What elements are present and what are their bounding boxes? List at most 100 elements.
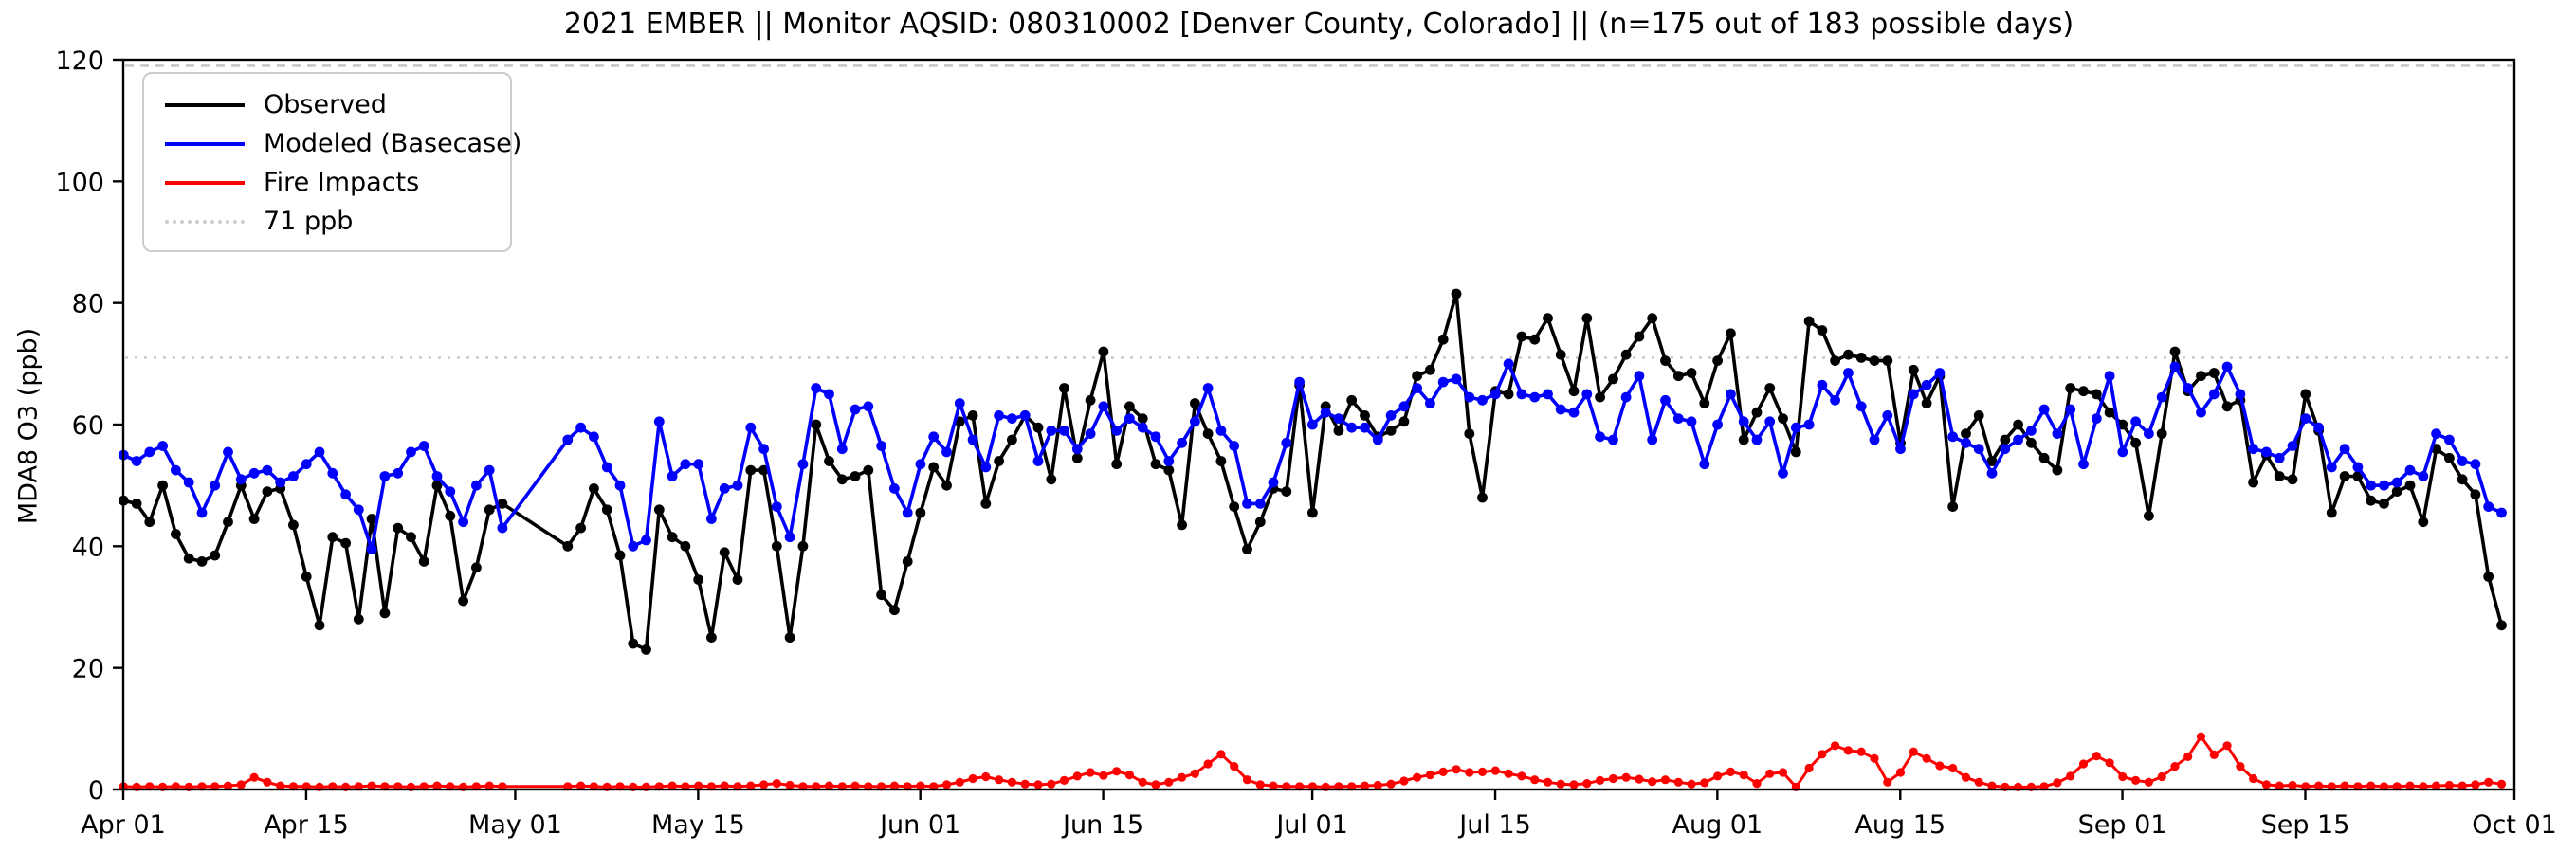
data-point <box>2092 752 2101 761</box>
data-point <box>1190 769 1199 778</box>
data-point <box>1059 775 1069 786</box>
data-point <box>562 540 574 552</box>
data-point <box>340 537 351 549</box>
data-point <box>340 489 351 500</box>
data-point <box>301 572 312 582</box>
data-point <box>1163 464 1175 476</box>
data-point <box>1059 426 1069 436</box>
data-point <box>1895 768 1906 777</box>
data-point <box>263 777 272 787</box>
data-point <box>1986 467 1998 479</box>
data-point <box>1047 779 1056 789</box>
data-point <box>876 441 886 451</box>
data-point <box>144 517 155 528</box>
data-point <box>1973 444 1984 455</box>
data-point <box>693 459 704 470</box>
data-point <box>1464 428 1475 439</box>
data-point <box>889 605 900 616</box>
data-point <box>2066 771 2075 781</box>
data-point <box>1033 780 1043 789</box>
data-point <box>1059 383 1069 393</box>
data-point <box>2091 413 2102 424</box>
legend-item-fire: Fire Impacts <box>144 163 510 202</box>
data-point <box>1803 316 1815 327</box>
data-point <box>1269 781 1278 790</box>
x-tick-label: Sep 01 <box>2078 810 2167 840</box>
data-point <box>2156 391 2167 403</box>
data-point <box>1817 379 1828 390</box>
data-point <box>641 535 651 546</box>
data-point <box>2470 459 2481 470</box>
data-point <box>484 464 495 476</box>
data-point <box>1099 771 1108 780</box>
data-point <box>2248 477 2259 488</box>
data-point <box>210 550 221 561</box>
data-point <box>1882 355 1893 366</box>
observed-line-sample-icon <box>165 102 245 107</box>
data-point <box>2209 750 2219 760</box>
data-point <box>1503 389 1514 400</box>
data-point <box>693 574 704 585</box>
data-point <box>1568 407 1580 418</box>
data-point <box>1215 456 1227 466</box>
legend-label-71ppb: 71 ppb <box>264 207 354 236</box>
data-point <box>1151 780 1160 789</box>
modeled-basecase--line <box>121 362 2504 552</box>
data-point <box>1464 391 1475 403</box>
data-point <box>2013 434 2024 445</box>
data-point <box>784 532 795 543</box>
chart-title: 2021 EMBER || Monitor AQSID: 080310002 [… <box>563 8 2074 41</box>
data-point <box>1425 771 1434 780</box>
data-point <box>1831 741 1840 751</box>
data-point <box>2404 464 2416 476</box>
data-point <box>2105 758 2114 768</box>
x-tick-label: Jun 15 <box>1061 810 1143 840</box>
data-point <box>1425 364 1435 375</box>
data-point <box>2391 486 2402 497</box>
data-point <box>367 781 376 790</box>
data-point <box>1398 416 1410 427</box>
data-point <box>196 556 208 567</box>
data-point <box>1726 767 1735 777</box>
data-point <box>1699 459 1710 470</box>
data-point <box>2261 446 2272 458</box>
data-point <box>2104 371 2115 382</box>
data-point <box>824 456 834 466</box>
data-point <box>850 404 861 415</box>
x-tick-label: Apr 15 <box>264 810 349 840</box>
data-point <box>445 486 456 497</box>
data-point <box>2183 383 2194 393</box>
data-point <box>1569 780 1579 789</box>
data-point <box>2339 444 2350 455</box>
data-point <box>1190 416 1200 427</box>
data-point <box>1790 446 1801 458</box>
data-point <box>2013 419 2024 430</box>
data-point <box>2144 510 2154 521</box>
data-point <box>1568 386 1580 397</box>
data-point <box>1111 426 1123 436</box>
legend-label-fire: Fire Impacts <box>264 168 420 197</box>
data-point <box>2078 759 2089 769</box>
data-point <box>1751 407 1763 418</box>
data-point <box>1961 772 1971 782</box>
data-point <box>1333 413 1344 424</box>
data-point <box>1360 781 1370 790</box>
data-point <box>1608 434 1618 445</box>
data-point <box>2275 781 2284 790</box>
data-point <box>1751 434 1763 445</box>
data-point <box>393 522 404 534</box>
data-point <box>1673 777 1683 787</box>
data-point <box>1922 753 1931 763</box>
data-point <box>1178 772 1187 782</box>
observed-markers <box>118 288 2507 655</box>
data-point <box>2208 389 2220 400</box>
data-point <box>2170 762 2180 771</box>
data-point <box>980 499 992 509</box>
data-point <box>131 456 142 466</box>
data-point <box>2026 426 2037 436</box>
data-point <box>1543 313 1553 324</box>
data-point <box>1124 413 1135 424</box>
data-point <box>1608 773 1617 784</box>
data-point <box>1281 486 1292 497</box>
